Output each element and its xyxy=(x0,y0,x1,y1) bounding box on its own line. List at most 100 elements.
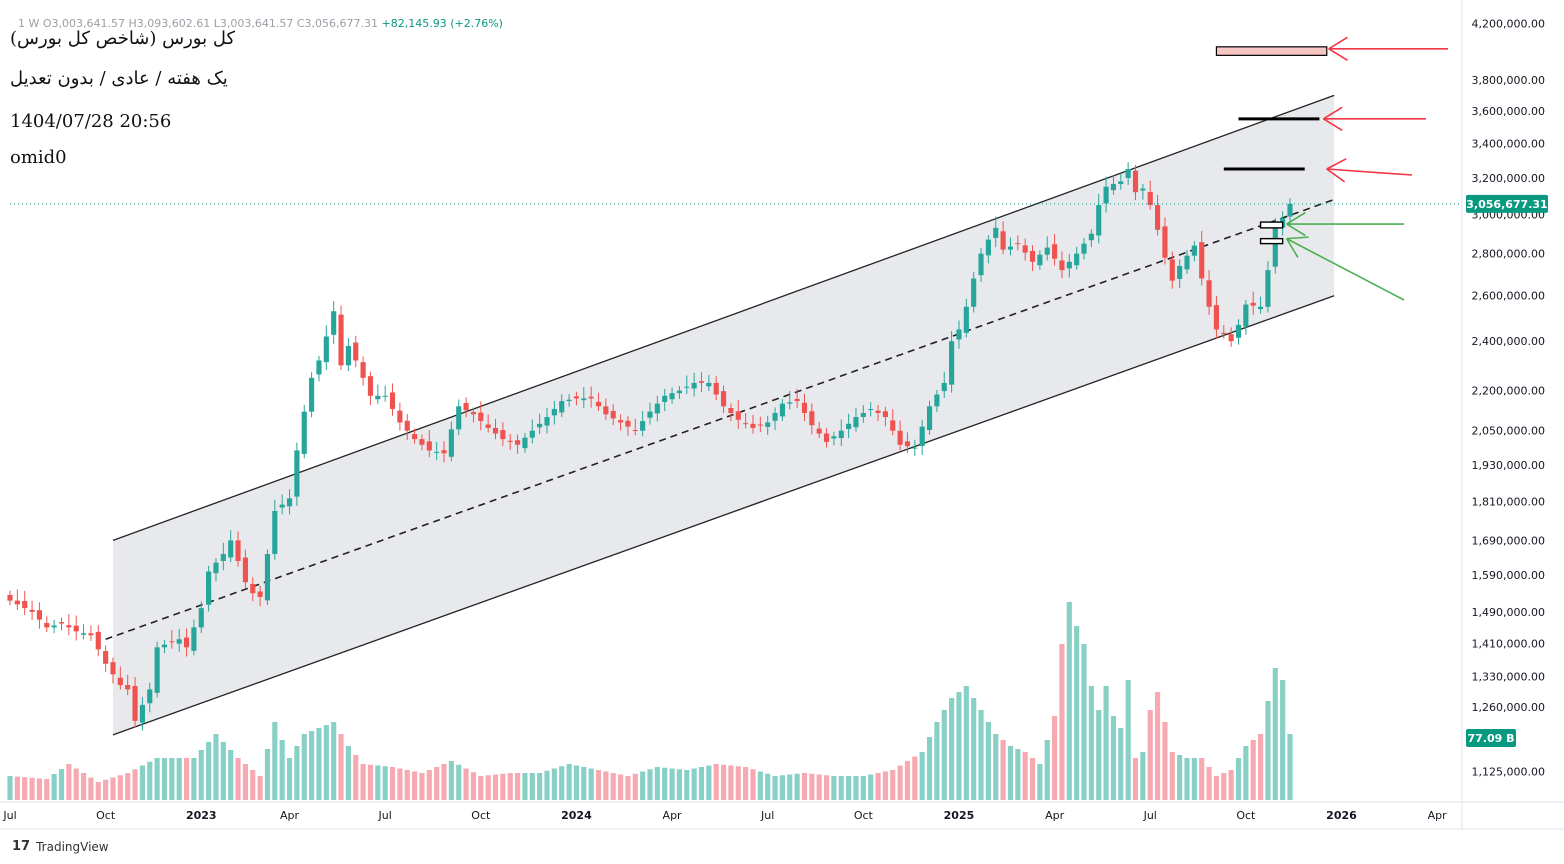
volume-bar xyxy=(1000,740,1006,800)
volume-bar xyxy=(103,779,109,800)
price-tick-label: 2,800,000.00 xyxy=(1472,248,1545,261)
candle-body xyxy=(434,451,440,453)
price-tick-label: 1,410,000.00 xyxy=(1472,637,1545,650)
candle xyxy=(257,585,263,607)
candle-body xyxy=(794,398,800,402)
candle xyxy=(279,494,285,515)
candle xyxy=(264,549,271,605)
volume-bar xyxy=(603,771,609,800)
candle-body xyxy=(971,278,977,307)
candle-body xyxy=(1081,243,1087,254)
candle xyxy=(198,601,204,634)
volume-bar xyxy=(544,770,550,800)
volume-bar xyxy=(1287,734,1293,800)
candle-body xyxy=(456,406,462,430)
candle xyxy=(676,386,682,399)
target-box xyxy=(1215,46,1328,56)
target-arrow-head-b xyxy=(1328,48,1348,62)
channel-lower-line xyxy=(112,295,1335,736)
volume-bar xyxy=(1022,752,1028,800)
price-tick-label: 3,800,000.00 xyxy=(1472,74,1545,87)
candle-body xyxy=(51,625,57,628)
footer-brand[interactable]: 𝟭𝟳 TradingView xyxy=(12,839,109,854)
volume-bar xyxy=(662,767,668,800)
candle-body xyxy=(1272,225,1278,267)
resistance-1-arrow-head-a xyxy=(1326,158,1347,170)
price-tick-label: 1,125,000.00 xyxy=(1472,766,1545,779)
candle-body xyxy=(125,685,131,690)
volume-bar xyxy=(220,742,226,800)
candle-body xyxy=(897,430,903,445)
volume-bar xyxy=(441,764,447,800)
volume-bar xyxy=(573,765,580,800)
candle-body xyxy=(117,677,123,686)
candle xyxy=(132,677,138,728)
volume-bar xyxy=(963,686,969,800)
support-1-arrow-head-a xyxy=(1286,211,1306,225)
candle-body xyxy=(1184,255,1190,270)
volume-bar xyxy=(632,773,638,800)
candle xyxy=(529,419,535,444)
candle-body xyxy=(88,633,94,636)
volume-bar xyxy=(272,722,278,800)
time-tick-label: Oct xyxy=(1236,809,1256,822)
candle xyxy=(154,641,160,698)
volume-bar xyxy=(1221,773,1227,800)
candle-body xyxy=(309,377,315,412)
brand-name: TradingView xyxy=(36,839,109,854)
candle xyxy=(720,385,727,414)
candle-body xyxy=(1155,205,1161,230)
support-2-arrow-head-a xyxy=(1286,236,1309,240)
candle xyxy=(220,542,226,571)
volume-bar xyxy=(779,775,785,800)
candle-body xyxy=(397,410,403,423)
candle-body xyxy=(750,423,756,428)
candle xyxy=(323,325,329,371)
candle-body xyxy=(941,382,947,392)
candle-body xyxy=(1265,270,1271,307)
candle xyxy=(515,434,521,454)
candle-body xyxy=(1162,226,1168,258)
volume-bar xyxy=(956,692,962,800)
volume-bar xyxy=(147,761,153,800)
candle xyxy=(294,442,300,506)
candle-body xyxy=(853,417,859,428)
candle xyxy=(662,389,668,412)
volume-bar xyxy=(1257,734,1264,800)
candle xyxy=(1206,270,1212,315)
volume-bar xyxy=(500,773,506,800)
candle-body xyxy=(1235,324,1242,338)
volume-bar xyxy=(1206,767,1212,800)
candle-body xyxy=(198,608,204,628)
volume-bar xyxy=(507,773,513,800)
volume-bar xyxy=(926,737,933,800)
volume-bar xyxy=(1140,752,1146,800)
candle xyxy=(1052,234,1058,266)
volume-bar xyxy=(581,767,587,800)
candle-body xyxy=(610,410,616,419)
volume-bar xyxy=(772,776,778,800)
volume-bar xyxy=(743,767,749,800)
volume-bar xyxy=(846,776,852,800)
price-tick-label: 2,050,000.00 xyxy=(1472,425,1545,438)
candle-body xyxy=(375,395,381,400)
candle-body xyxy=(713,382,719,395)
candle xyxy=(912,439,918,456)
volume-bar xyxy=(1125,680,1131,800)
volume-bar xyxy=(1029,758,1036,800)
candle xyxy=(1015,235,1021,251)
volume-bar xyxy=(1199,758,1205,800)
volume-bar xyxy=(654,767,660,800)
candle xyxy=(382,385,388,402)
candle xyxy=(801,393,808,422)
volume-bar xyxy=(404,770,410,800)
volume-label-bg xyxy=(1466,729,1516,747)
candle xyxy=(1243,300,1249,335)
candle xyxy=(375,384,381,404)
volume-bar xyxy=(676,769,682,800)
time-tick-label: Apr xyxy=(663,809,683,822)
candle xyxy=(1265,261,1271,313)
candle-body xyxy=(478,412,484,422)
candle-body xyxy=(882,411,888,418)
